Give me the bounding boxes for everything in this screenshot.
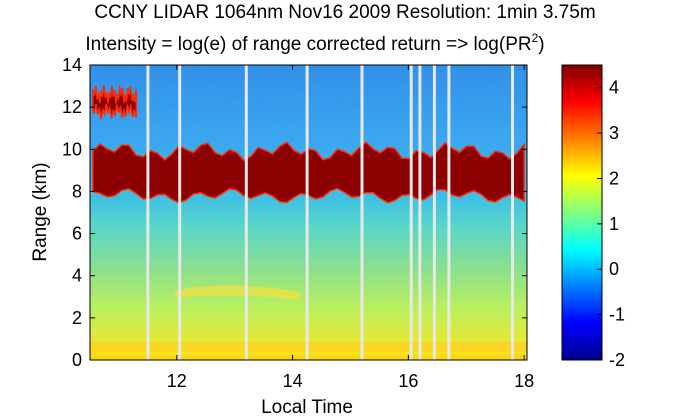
plot-area [90,65,527,360]
colorbar-tick-label: 1 [609,214,619,234]
data-gap-line [432,65,436,360]
colorbar-tick-label: -2 [609,350,625,370]
y-tick-label: 0 [72,350,82,370]
data-gaps [146,65,514,360]
data-gap-line [409,65,413,360]
y-tick-label: 14 [62,55,82,75]
colorbar-tick-label: -1 [609,305,625,325]
plot-frame [89,64,528,361]
data-gap-line [305,65,309,360]
y-tick-label: 4 [72,266,82,286]
data-gap-line [178,65,182,360]
data-gap-line [360,65,364,360]
x-tick-label: 18 [514,371,534,391]
x-tick-label: 16 [398,371,418,391]
y-tick-label: 10 [62,139,82,159]
y-tick-label: 2 [72,308,82,328]
colorbar-tick-label: 0 [609,259,619,279]
colorbar-tick-label: 3 [609,123,619,143]
y-tick-label: 8 [72,181,82,201]
colorbar [561,64,603,361]
x-tick-label: 14 [283,371,303,391]
chart-title: CCNY LIDAR 1064nm Nov16 2009 Resolution:… [94,2,595,23]
colorbar-tick-label: 4 [609,78,619,98]
y-tick-label: 12 [62,97,82,117]
data-gap-line [511,65,514,360]
aerosol-layer-band [175,285,300,300]
x-axis: 12 14 16 18 [167,65,534,391]
x-axis-label: Local Time [261,397,353,418]
data-gap-line [244,65,248,360]
colorbar-tick-label: 2 [609,168,619,188]
cloud-layer [92,84,138,121]
x-tick-label: 12 [167,371,187,391]
data-gap-line [146,65,150,360]
data-gap-line [418,65,422,360]
y-axis-label: Range (km) [30,162,51,261]
colorbar-axis: -2 -1 0 1 2 3 4 [597,78,625,370]
data-gap-line [447,65,451,360]
y-axis: 0 2 4 6 8 10 12 14 [62,55,527,370]
chart-subtitle: Intensity = log(e) of range corrected re… [85,31,544,55]
y-tick-label: 6 [72,224,82,244]
